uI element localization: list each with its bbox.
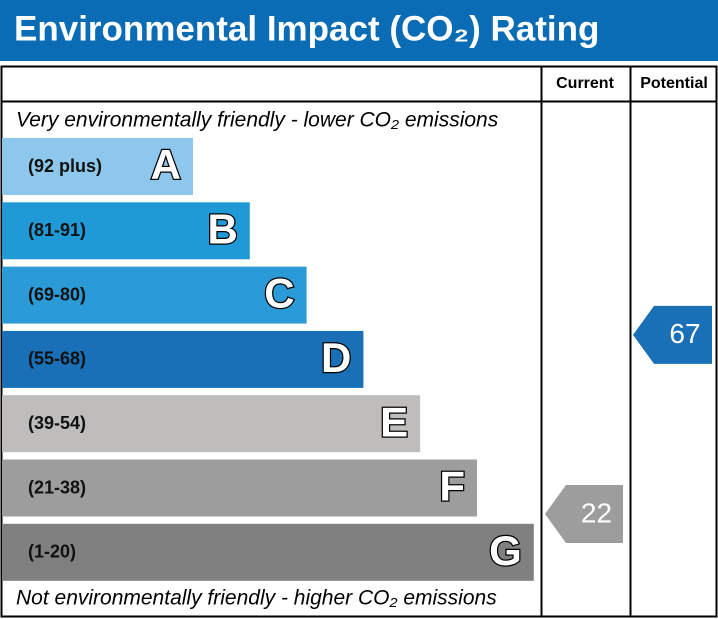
title-bar <box>0 0 718 61</box>
top-note: Very environmentally friendly - lower CO… <box>16 109 499 132</box>
band-range: (21-38) <box>28 477 86 497</box>
potential-header: Potential <box>640 75 708 92</box>
band-letter: C <box>264 270 294 317</box>
band <box>2 459 477 517</box>
band-range: (69-80) <box>28 284 86 304</box>
band <box>2 395 421 453</box>
band-range: (81-91) <box>28 220 86 240</box>
band <box>2 202 250 260</box>
band-range: (1-20) <box>28 542 76 562</box>
band-range: (55-68) <box>28 349 86 369</box>
band-letter: B <box>207 205 237 252</box>
band <box>2 138 193 195</box>
title: Environmental Impact (CO₂) Rating <box>14 9 599 48</box>
current-arrow <box>545 484 623 543</box>
band-letter: A <box>151 141 181 188</box>
band-letter: D <box>321 334 351 381</box>
band-range: (39-54) <box>28 413 86 433</box>
band <box>2 266 307 324</box>
band <box>2 330 364 388</box>
potential-value: 67 <box>669 318 700 349</box>
band-letter: G <box>489 527 522 574</box>
bottom-note: Not environmentally friendly - higher CO… <box>16 587 497 610</box>
band-letter: F <box>439 463 465 510</box>
potential-arrow <box>633 305 712 364</box>
current-value: 22 <box>581 497 612 528</box>
frame <box>0 65 718 618</box>
current-header: Current <box>556 75 614 92</box>
band-range: (92 plus) <box>28 156 102 176</box>
band <box>2 523 534 581</box>
band-letter: E <box>380 398 408 445</box>
